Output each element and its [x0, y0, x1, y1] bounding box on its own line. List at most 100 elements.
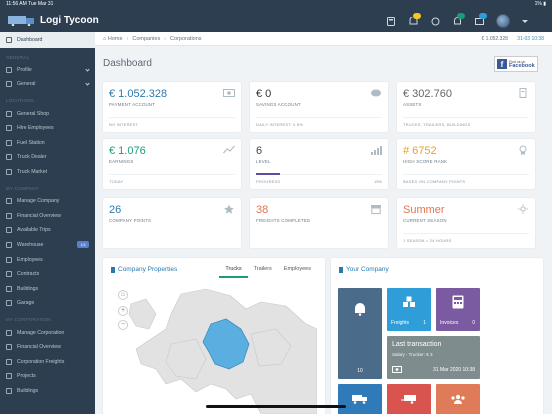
breadcrumb-companies[interactable]: Companies [132, 35, 161, 42]
line-chart-icon [223, 145, 235, 154]
card-sub: 1 SEASON = 24 HOURS [403, 238, 452, 243]
zoom-in-button[interactable]: + [118, 306, 128, 316]
calculator-icon[interactable] [386, 16, 396, 26]
sidebar-item-label: Truck Dealer [17, 154, 47, 161]
sidebar-item-contracts[interactable]: Contracts [0, 267, 95, 282]
tab-trailers[interactable]: Trailers [253, 266, 272, 272]
chat-icon[interactable] [430, 16, 440, 26]
fuel-icon [6, 139, 12, 146]
sidebar-heading: GENERAL [6, 54, 30, 60]
sidebar-item-truck-dealer[interactable]: Truck Dealer [0, 150, 95, 165]
money-display: € 1.052.328 [481, 36, 508, 42]
tab-employees[interactable]: Employees [283, 266, 311, 272]
tile-count: 0 [472, 320, 475, 326]
zoom-out-button[interactable]: − [118, 320, 128, 330]
trailer-icon [401, 395, 416, 404]
breadcrumb-home[interactable]: Home [107, 35, 123, 42]
edit-icon [6, 329, 12, 336]
home-indicator[interactable] [206, 405, 346, 408]
alerts-icon[interactable] [452, 13, 465, 26]
inbox-icon[interactable] [474, 13, 487, 26]
card-sub: PROGRESS [256, 179, 281, 184]
garage-icon [6, 300, 12, 307]
sidebar-item-label: Corporation Freights [17, 358, 65, 365]
sidebar-item-hire-employees[interactable]: Hire Employees [0, 121, 95, 136]
truck-icon [352, 395, 367, 404]
card-freights-completed[interactable]: 38 FREIGHTS COMPLETED [250, 198, 388, 248]
tile-trailers[interactable] [387, 384, 431, 414]
sidebar-item-truck-market[interactable]: Truck Market [0, 165, 95, 180]
card-sub: NO INTEREST [109, 122, 139, 127]
tile-employees[interactable] [436, 384, 480, 414]
sidebar-item-warehouse[interactable]: Warehouse 1/1 [0, 238, 95, 253]
card-label: LEVEL [256, 159, 271, 164]
last-transaction-title: Last transaction [392, 341, 442, 348]
card-company-points[interactable]: 26 COMPANY POINTS [103, 198, 241, 248]
europe-map[interactable]: ⌂ + − [111, 284, 317, 414]
chevron-down-icon [85, 66, 90, 72]
sidebar-item-general-shop[interactable]: General Shop [0, 106, 95, 121]
card-high-score[interactable]: # 6752 HIGH SCORE RANK BASED ON COMPANY … [397, 139, 535, 189]
sidebar-item-label: Buildings [17, 285, 39, 292]
tab-trucks[interactable]: Trucks [219, 264, 248, 278]
tile-invoices[interactable]: Invoices 0 [436, 288, 480, 331]
sidebar-item-label: Hire Employees [17, 125, 54, 132]
sidebar-item-corporation-freights[interactable]: Corporation Freights [0, 354, 95, 369]
sidebar-item-general[interactable]: General [0, 77, 95, 92]
map-home-icon[interactable]: ⌂ [118, 290, 128, 300]
card-divider [403, 174, 529, 175]
card-divider [109, 174, 235, 175]
card-level[interactable]: 6 LEVEL PROGRESS 19% [250, 139, 388, 189]
box-icon [6, 358, 12, 365]
users-icon [451, 394, 465, 404]
sidebar-item-manage-company[interactable]: Manage Company [0, 194, 95, 209]
user-icon [6, 66, 12, 73]
card-label: CURRENT SEASON [403, 218, 447, 223]
sidebar-item-dashboard[interactable]: Dashboard [0, 32, 95, 48]
home-icon [6, 37, 12, 43]
app-logo[interactable]: Logi Tycoon [8, 12, 99, 28]
sidebar-item-employees[interactable]: Employees [0, 252, 95, 267]
facebook-button[interactable]: f Find us on Facebook [494, 56, 538, 72]
sidebar-item-buildings[interactable]: Buildings [0, 282, 95, 297]
tile-freights[interactable]: Freights 1 [387, 288, 431, 331]
building-icon [339, 266, 343, 273]
card-label: SAVINGS ACCOUNT [256, 102, 301, 107]
top-bar: Logi Tycoon [0, 8, 552, 32]
sidebar-item-garage[interactable]: Garage [0, 296, 95, 311]
sidebar-item-financial-overview[interactable]: Financial Overview [0, 209, 95, 224]
card-earnings[interactable]: € 1.076 EARNINGS TODAY [103, 139, 241, 189]
sidebar-item-projects[interactable]: Projects [0, 369, 95, 384]
card-sub: DAILY INTEREST: 0.5% [256, 122, 303, 127]
tile-alerts[interactable]: 10 [338, 288, 382, 379]
progress-percent: 19% [373, 179, 382, 184]
alerts-badge [457, 13, 465, 19]
chevron-down-icon[interactable] [522, 19, 528, 23]
avatar[interactable] [496, 14, 510, 28]
truck-icon [6, 154, 12, 161]
card-sub: TRUCKS, TRAILERS, BUILDINGS [403, 122, 471, 127]
sidebar-item-profile[interactable]: Profile [0, 63, 95, 78]
company-properties-panel: Company Properties Trucks Trailers Emplo… [103, 258, 325, 414]
sidebar-item-fuel-station[interactable]: Fuel Station [0, 136, 95, 151]
inbox-badge [479, 13, 487, 19]
sidebar-item-label: Manage Corporation [17, 329, 65, 336]
document-icon [519, 88, 527, 98]
breadcrumb-corporations[interactable]: Corporations [170, 35, 202, 42]
facebook-text: Find us on Facebook [509, 59, 535, 69]
tile-last-transaction[interactable]: Last transaction Salary - Trucker: € 3 3… [387, 336, 480, 379]
sidebar-item-corp-buildings[interactable]: Buildings [0, 384, 95, 399]
truck-logo-icon [8, 15, 34, 26]
sidebar-item-corp-financial-overview[interactable]: Financial Overview [0, 340, 95, 355]
card-assets[interactable]: € 302.760 ASSETS TRUCKS, TRAILERS, BUILD… [397, 82, 535, 132]
notifications-icon[interactable] [408, 13, 421, 26]
last-transaction-date: 31 Mar 2020 10:38 [433, 367, 475, 373]
tile-label: Freights [391, 320, 410, 326]
sidebar-item-manage-corporation[interactable]: Manage Corporation [0, 325, 95, 340]
card-savings-account[interactable]: € 0 SAVINGS ACCOUNT DAILY INTEREST: 0.5% [250, 82, 388, 132]
card-payment-account[interactable]: € 1.052.328 PAYMENT ACCOUNT NO INTEREST [103, 82, 241, 132]
card-current-season[interactable]: Summer CURRENT SEASON 1 SEASON = 24 HOUR… [397, 198, 535, 248]
sidebar-item-label: Fuel Station [17, 139, 45, 146]
sidebar-item-available-trips[interactable]: Available Trips [0, 223, 95, 238]
tile-trucks[interactable] [338, 384, 382, 414]
